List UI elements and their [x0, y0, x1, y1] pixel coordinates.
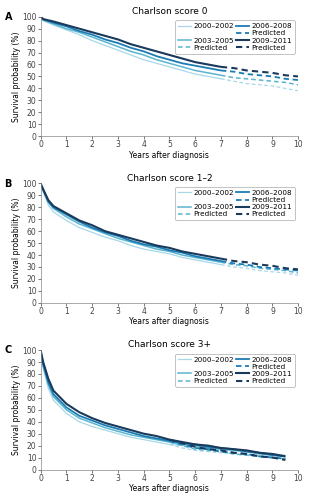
Legend: 2000–2002, , 2003–2005, Predicted, 2006–2008, Predicted, 2009–2011, Predicted: 2000–2002, , 2003–2005, Predicted, 2006–…: [175, 354, 294, 387]
Y-axis label: Survival probability (%): Survival probability (%): [11, 31, 20, 122]
Title: Charlson score 3+: Charlson score 3+: [128, 340, 211, 349]
Legend: 2000–2002, , 2003–2005, Predicted, 2006–2008, Predicted, 2009–2011, Predicted: 2000–2002, , 2003–2005, Predicted, 2006–…: [175, 20, 294, 54]
Title: Charlson score 1–2: Charlson score 1–2: [126, 174, 212, 182]
X-axis label: Years after diagnosis: Years after diagnosis: [130, 150, 209, 160]
Legend: 2000–2002, , 2003–2005, Predicted, 2006–2008, Predicted, 2009–2011, Predicted: 2000–2002, , 2003–2005, Predicted, 2006–…: [175, 187, 294, 220]
Title: Charlson score 0: Charlson score 0: [132, 7, 207, 16]
X-axis label: Years after diagnosis: Years after diagnosis: [130, 318, 209, 326]
Y-axis label: Survival probability (%): Survival probability (%): [11, 198, 20, 288]
Text: B: B: [5, 178, 12, 188]
Y-axis label: Survival probability (%): Survival probability (%): [11, 364, 20, 455]
Text: A: A: [5, 12, 12, 22]
X-axis label: Years after diagnosis: Years after diagnosis: [130, 484, 209, 493]
Text: C: C: [5, 346, 12, 356]
